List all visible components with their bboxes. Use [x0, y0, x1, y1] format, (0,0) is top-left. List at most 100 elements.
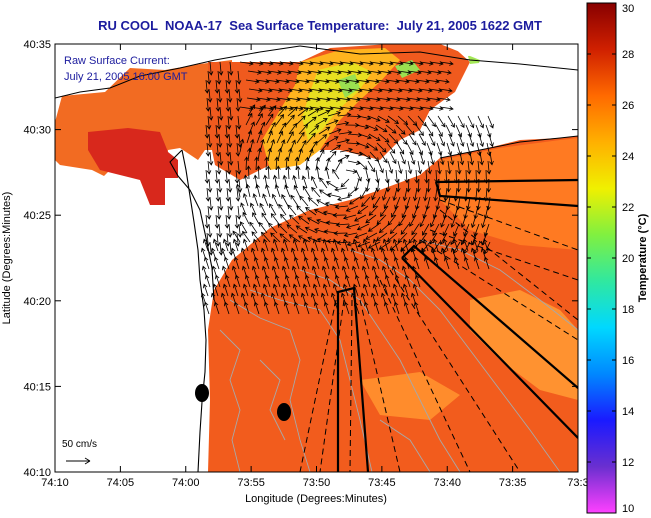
current-vector: [386, 232, 398, 243]
current-vector: [251, 231, 261, 243]
colorbar-tick-label: 18: [622, 304, 634, 316]
current-vector: [307, 197, 319, 207]
current-vector: [345, 223, 360, 229]
current-vector: [224, 124, 230, 139]
x-axis-label: Longitude (Degrees:Minutes): [245, 493, 387, 505]
current-vector: [465, 124, 472, 138]
current-vector: [319, 142, 330, 153]
current-vector: [227, 178, 233, 193]
current-vector: [366, 142, 379, 151]
current-vector: [246, 129, 253, 144]
current-vector: [227, 223, 233, 238]
current-vector: [303, 256, 310, 270]
current-vector: [207, 223, 213, 238]
current-vector: [425, 124, 434, 137]
current-vector: [397, 232, 408, 243]
current-vector: [287, 204, 297, 216]
current-vector: [326, 136, 339, 144]
current-vector: [437, 160, 442, 175]
current-vector: [216, 70, 222, 85]
current-vector: [214, 169, 220, 184]
current-vector: [402, 283, 409, 297]
current-vector: [286, 131, 294, 144]
current-vector: [483, 169, 489, 184]
current-vector: [400, 223, 410, 235]
current-vector: [337, 154, 350, 162]
current-vector: [472, 238, 479, 252]
current-vector: [208, 106, 214, 121]
current-vector: [243, 256, 250, 270]
current-vector: [488, 133, 494, 148]
current-vector: [408, 133, 417, 146]
current-vector: [214, 274, 221, 288]
current-vector: [202, 283, 209, 297]
current-vector: [214, 79, 220, 94]
current-vector: [432, 223, 440, 237]
current-vector: [444, 169, 449, 184]
current-vector: [391, 205, 399, 218]
current-vector: [422, 238, 429, 252]
current-vector: [263, 256, 270, 270]
current-vector: [257, 147, 262, 162]
current-vector: [292, 238, 299, 252]
current-vector: [313, 301, 320, 315]
current-vector: [217, 88, 223, 103]
current-vector: [404, 274, 411, 288]
current-vector: [232, 238, 239, 252]
current-vector: [263, 301, 270, 315]
current-vector: [235, 183, 241, 198]
current-vector: [365, 124, 379, 131]
current-vector: [261, 212, 270, 225]
current-vector: [324, 166, 330, 180]
current-vector: [398, 133, 408, 145]
current-vector: [371, 187, 378, 201]
current-vector: [298, 123, 309, 135]
current-vector: [228, 241, 234, 256]
current-vector: [322, 238, 329, 252]
current-vector: [236, 160, 242, 175]
current-vector: [277, 147, 283, 162]
current-vector: [297, 107, 309, 117]
current-vector: [204, 169, 210, 184]
coastline-staten: [55, 45, 301, 99]
current-vector: [449, 151, 455, 166]
current-vector: [295, 115, 306, 126]
current-vector: [302, 185, 311, 198]
current-vector: [225, 187, 231, 202]
current-vector: [389, 223, 400, 235]
current-vector: [207, 88, 213, 103]
current-vector: [206, 70, 212, 85]
current-vector: [357, 241, 371, 248]
current-vector: [215, 187, 221, 202]
current-vector: [436, 97, 451, 102]
current-vector: [334, 204, 349, 210]
current-vector: [383, 196, 391, 210]
x-tick-label: 74:00: [172, 477, 200, 489]
colorbar-tick-label: 14: [622, 406, 634, 418]
current-vector: [459, 151, 465, 166]
current-vector: [256, 165, 261, 180]
current-vector: [256, 130, 263, 144]
current-vector: [232, 230, 241, 243]
current-vector: [437, 115, 446, 128]
current-vector: [464, 169, 469, 184]
current-vector: [439, 106, 454, 111]
current-vector: [367, 223, 380, 232]
current-vector: [377, 160, 384, 174]
current-vector: [214, 214, 220, 229]
current-vector: [405, 124, 415, 136]
current-vector: [447, 115, 455, 128]
current-vector: [282, 283, 289, 297]
current-vector: [304, 226, 318, 234]
current-vector: [262, 283, 269, 297]
current-vector: [253, 301, 260, 315]
current-vector: [385, 124, 397, 134]
current-vector: [332, 168, 340, 180]
colorbar-tick-label: 22: [622, 202, 634, 214]
current-vector: [375, 124, 388, 133]
current-vector: [381, 187, 388, 201]
current-vector: [335, 121, 350, 126]
current-vector: [235, 97, 241, 112]
colorbar-label: Temperature (°C): [637, 213, 649, 302]
current-vector: [277, 105, 288, 117]
